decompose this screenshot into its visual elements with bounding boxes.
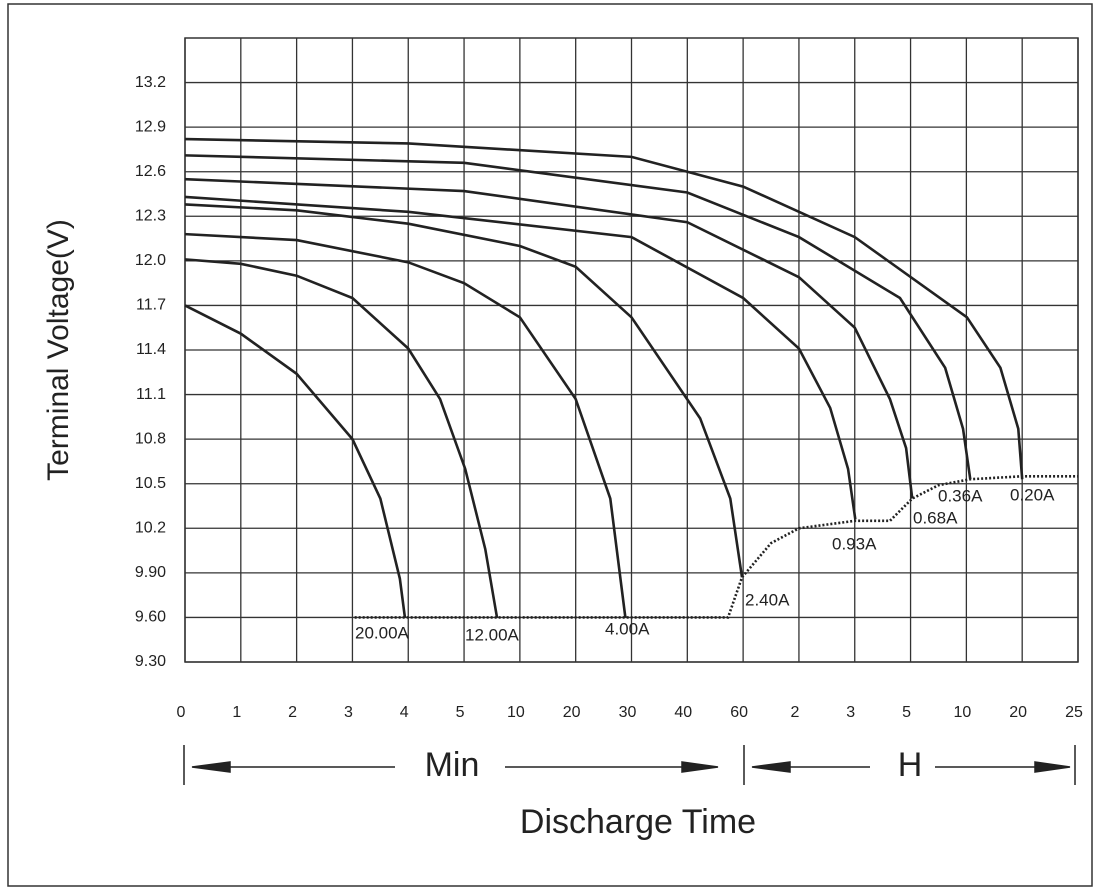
x-tick-label: 3 bbox=[344, 704, 353, 721]
x-tick-label: 30 bbox=[619, 704, 637, 721]
y-tick-label: 11.4 bbox=[136, 341, 166, 358]
y-tick-label: 10.5 bbox=[135, 475, 166, 492]
series-label: 0.36A bbox=[938, 486, 983, 505]
y-tick-label: 11.7 bbox=[136, 297, 166, 314]
segment-label: Min bbox=[425, 746, 480, 784]
y-axis-label: Terminal Voltage(V) bbox=[42, 219, 75, 481]
curve bbox=[184, 203, 744, 578]
y-tick-label: 12.9 bbox=[135, 118, 166, 135]
x-tick-label: 3 bbox=[846, 704, 855, 721]
arrow-head bbox=[751, 761, 791, 773]
x-tick-label: 40 bbox=[674, 704, 692, 721]
segment-arrows bbox=[183, 745, 1076, 785]
curve bbox=[184, 232, 627, 618]
curve bbox=[184, 258, 499, 618]
curve bbox=[184, 195, 857, 520]
x-tick-label: 4 bbox=[400, 704, 409, 721]
arrow-head bbox=[681, 761, 719, 773]
y-tick-label: 13.2 bbox=[135, 74, 166, 91]
curve bbox=[184, 177, 914, 499]
series-label: 4.00A bbox=[605, 619, 650, 638]
curve bbox=[354, 474, 1078, 619]
curve bbox=[184, 137, 1024, 480]
series-label: 0.20A bbox=[1010, 485, 1055, 504]
y-tick-label: 12.6 bbox=[135, 163, 166, 180]
y-tick-label: 10.2 bbox=[135, 520, 166, 537]
x-tick-label: 20 bbox=[1009, 704, 1027, 721]
y-tick-label: 10.8 bbox=[135, 430, 166, 447]
outer-frame bbox=[7, 3, 1093, 887]
series-label: 0.93A bbox=[832, 534, 877, 553]
y-tick-label: 11.1 bbox=[136, 386, 166, 403]
x-tick-label: 60 bbox=[730, 704, 748, 721]
x-tick-label: 10 bbox=[507, 704, 525, 721]
x-tick-label: 5 bbox=[902, 704, 911, 721]
x-tick-label: 2 bbox=[288, 704, 297, 721]
y-tick-label: 9.30 bbox=[135, 653, 166, 670]
x-tick-label: 0 bbox=[177, 704, 186, 721]
series-label: 12.00A bbox=[465, 625, 520, 644]
series-label: 20.00A bbox=[355, 623, 410, 642]
segment-label: H bbox=[898, 746, 923, 784]
x-tick-label: 2 bbox=[790, 704, 799, 721]
series-label: 0.68A bbox=[913, 508, 958, 527]
y-tick-label: 12.0 bbox=[135, 252, 166, 269]
x-tick-label: 1 bbox=[232, 704, 241, 721]
arrow-head bbox=[191, 761, 231, 773]
y-tick-label: 9.60 bbox=[135, 609, 166, 626]
x-axis-label: Discharge Time bbox=[520, 803, 756, 841]
x-tick-label: 20 bbox=[563, 704, 581, 721]
curve bbox=[184, 304, 407, 618]
x-tick-label: 25 bbox=[1065, 704, 1083, 721]
curve bbox=[184, 154, 972, 480]
y-tick-label: 12.3 bbox=[135, 208, 166, 225]
y-tick-label: 9.90 bbox=[135, 564, 166, 581]
x-tick-label: 5 bbox=[456, 704, 465, 721]
arrow-head bbox=[1034, 761, 1071, 773]
x-tick-label: 10 bbox=[953, 704, 971, 721]
series-label: 2.40A bbox=[745, 590, 790, 609]
